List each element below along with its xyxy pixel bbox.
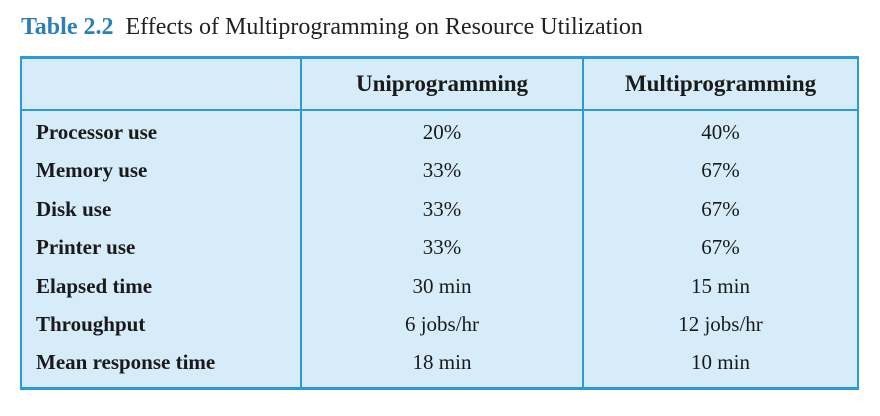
row-label: Disk use	[36, 196, 112, 221]
uniprogramming-value: 33%	[422, 235, 462, 260]
row-label: Processor use	[36, 120, 158, 144]
multiprogramming-value: 67%	[701, 158, 740, 183]
multiprogramming-value: 15 min	[691, 273, 750, 298]
multiprogramming-value: 67%	[701, 235, 740, 260]
multiprogramming-value: 10 min	[691, 350, 750, 375]
header-cell-uniprogramming: Uniprogramming	[355, 71, 529, 96]
row-label: Memory use	[36, 158, 148, 183]
table-row: Mean response time 18 min 10 min	[22, 343, 857, 381]
uniprogramming-value: 18 min	[412, 350, 472, 375]
multiprogramming-value: 40%	[701, 120, 740, 144]
uniprogramming-value: 33%	[422, 196, 462, 221]
uniprogramming-value: 33%	[422, 158, 462, 183]
uniprogramming-value: 20%	[422, 120, 462, 144]
column-divider	[300, 59, 302, 387]
table-row: Elapsed time 30 min 15 min	[22, 267, 857, 305]
table-caption: Table 2.2 Effects of Multiprogramming on …	[21, 10, 643, 44]
row-label: Throughput	[36, 311, 146, 336]
row-label: Mean response time	[36, 350, 216, 375]
column-divider	[582, 59, 584, 387]
table-row: Processor use 20% 40%	[22, 113, 857, 151]
header-cell-empty	[22, 59, 300, 109]
table-number: Table 2.2	[21, 14, 114, 40]
table-header-row: Uniprogramming Multiprogramming	[22, 59, 857, 111]
multiprogramming-value: 12 jobs/hr	[678, 311, 763, 336]
table-row: Printer use 33% 67%	[22, 228, 857, 266]
header-cell-multiprogramming: Multiprogramming	[624, 71, 817, 96]
uniprogramming-value: 30 min	[412, 273, 472, 298]
multiprogramming-value: 67%	[701, 196, 740, 221]
table-row: Throughput 6 jobs/hr 12 jobs/hr	[22, 305, 857, 343]
utilization-table: Uniprogramming Multiprogramming Processo…	[20, 56, 859, 390]
table-body: Processor use 20% 40% Memory use 33% 67%…	[22, 113, 857, 382]
table-row: Memory use 33% 67%	[22, 151, 857, 189]
table-row: Disk use 33% 67%	[22, 190, 857, 228]
row-label: Elapsed time	[36, 273, 153, 298]
table-title: Effects of Multiprogramming on Resource …	[125, 14, 643, 40]
row-label: Printer use	[36, 235, 136, 260]
uniprogramming-value: 6 jobs/hr	[404, 311, 480, 336]
